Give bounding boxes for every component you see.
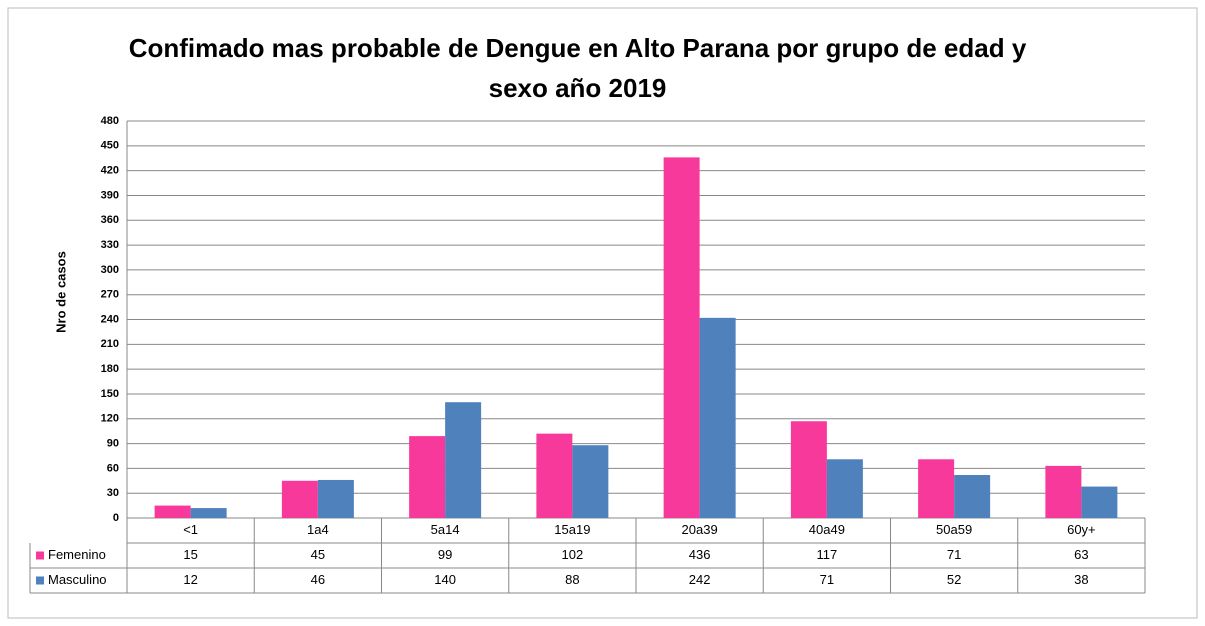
bar [954, 474, 991, 518]
bar [281, 480, 318, 518]
bar [790, 421, 827, 518]
legend-swatch [36, 551, 44, 560]
table-value: 242 [689, 572, 711, 587]
bar [918, 459, 955, 518]
legend-swatch [36, 576, 44, 585]
table-value: 71 [820, 572, 834, 587]
bar [1045, 465, 1082, 518]
x-tick-label: 1a4 [307, 522, 329, 537]
x-tick-label: 40a49 [809, 522, 845, 537]
y-tick-label: 270 [101, 289, 119, 301]
table-value: 12 [183, 572, 197, 587]
table-value: 52 [947, 572, 961, 587]
table-value: 38 [1074, 572, 1088, 587]
chart-title: Confimado mas probable de Dengue en Alto… [128, 33, 1027, 103]
y-tick-label: 210 [101, 338, 119, 350]
table-value: 117 [817, 547, 838, 562]
y-tick-label: 450 [101, 140, 119, 152]
y-tick-label: 60 [107, 462, 119, 474]
table-value: 99 [438, 547, 452, 562]
y-tick-label: 120 [101, 413, 119, 425]
x-tick-label: 50a59 [936, 522, 972, 537]
y-tick-label: 480 [101, 115, 119, 127]
x-tick-label: 60y+ [1067, 522, 1096, 537]
table-value: 140 [434, 572, 456, 587]
legend-label: Masculino [48, 572, 107, 587]
x-tick-label: 5a14 [431, 522, 460, 537]
table-value: 46 [311, 572, 325, 587]
table-value: 436 [689, 547, 711, 562]
table-value: 88 [565, 572, 579, 587]
bar [536, 433, 573, 518]
bar [154, 505, 191, 518]
y-tick-label: 240 [101, 313, 119, 325]
x-tick-label: 20a39 [682, 522, 718, 537]
legend-label: Femenino [48, 547, 106, 562]
y-tick-label: 300 [101, 264, 119, 276]
bar [317, 479, 354, 518]
table-value: 102 [562, 547, 584, 562]
y-tick-label: 390 [101, 189, 119, 201]
y-tick-label: 90 [107, 437, 119, 449]
y-axis-label: Nro de casos [53, 251, 68, 333]
y-tick-label: 180 [101, 363, 119, 375]
table-value: 71 [947, 547, 961, 562]
bar [826, 459, 863, 518]
bar [1081, 486, 1118, 518]
y-tick-label: 0 [113, 512, 119, 524]
y-tick-label: 330 [101, 239, 119, 251]
bar [409, 436, 446, 518]
chart-border [7, 7, 1198, 619]
table-value: 15 [183, 547, 197, 562]
y-tick-label: 30 [107, 487, 119, 499]
y-tick-label: 360 [101, 214, 119, 226]
bar [572, 445, 609, 518]
table-value: 45 [311, 547, 325, 562]
bar [445, 402, 482, 518]
bar [663, 157, 700, 518]
y-tick-label: 420 [101, 165, 119, 177]
table-value: 63 [1074, 547, 1088, 562]
x-tick-label: <1 [183, 522, 198, 537]
bar [190, 508, 227, 518]
x-tick-label: 15a19 [554, 522, 590, 537]
y-tick-label: 150 [101, 388, 119, 400]
bar [699, 317, 736, 518]
